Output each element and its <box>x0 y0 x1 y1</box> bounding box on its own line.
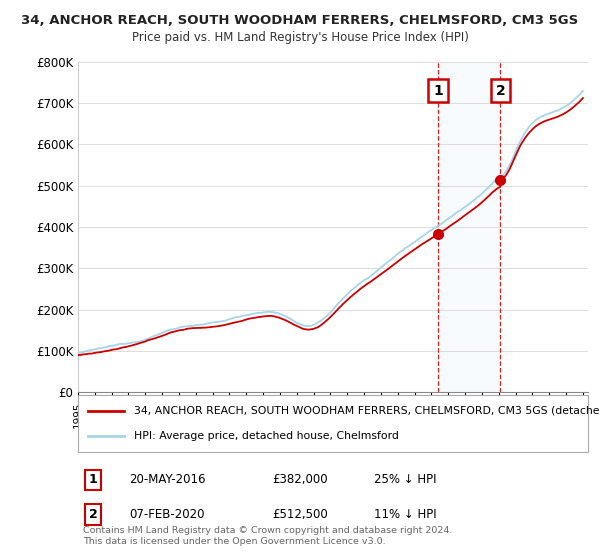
Text: 20-MAY-2016: 20-MAY-2016 <box>129 473 205 487</box>
Text: 34, ANCHOR REACH, SOUTH WOODHAM FERRERS, CHELMSFORD, CM3 5GS: 34, ANCHOR REACH, SOUTH WOODHAM FERRERS,… <box>22 14 578 27</box>
Text: 34, ANCHOR REACH, SOUTH WOODHAM FERRERS, CHELMSFORD, CM3 5GS (detached ho: 34, ANCHOR REACH, SOUTH WOODHAM FERRERS,… <box>134 406 600 416</box>
Text: 25% ↓ HPI: 25% ↓ HPI <box>374 473 436 487</box>
Text: 1: 1 <box>89 473 98 487</box>
Text: 07-FEB-2020: 07-FEB-2020 <box>129 508 205 521</box>
Text: £382,000: £382,000 <box>272 473 328 487</box>
Bar <box>438 62 500 392</box>
Text: 2: 2 <box>496 83 505 97</box>
Text: Price paid vs. HM Land Registry's House Price Index (HPI): Price paid vs. HM Land Registry's House … <box>131 31 469 44</box>
Text: 2: 2 <box>89 508 98 521</box>
Text: HPI: Average price, detached house, Chelmsford: HPI: Average price, detached house, Chel… <box>134 431 399 441</box>
Text: 1: 1 <box>433 83 443 97</box>
Text: 11% ↓ HPI: 11% ↓ HPI <box>374 508 436 521</box>
Text: £512,500: £512,500 <box>272 508 328 521</box>
FancyBboxPatch shape <box>78 395 588 452</box>
Text: Contains HM Land Registry data © Crown copyright and database right 2024.
This d: Contains HM Land Registry data © Crown c… <box>83 526 452 545</box>
